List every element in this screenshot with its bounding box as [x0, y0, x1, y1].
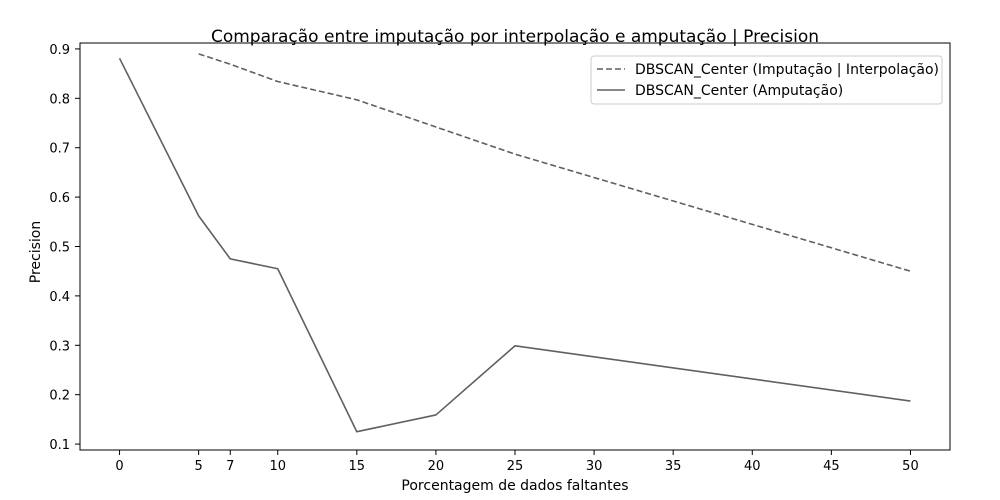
y-tick-label: 0.4 [49, 290, 70, 305]
x-tick-label: 25 [507, 459, 524, 474]
legend-label-interpolacao: DBSCAN_Center (Imputação | Interpolação) [635, 62, 939, 78]
x-tick-label: 10 [269, 459, 286, 474]
x-tick-label: 40 [744, 459, 761, 474]
y-tick-label: 0.6 [49, 191, 70, 206]
series-line-amputacao [118, 57, 911, 433]
plot-frame [79, 42, 951, 451]
y-axis: 0.1 0.2 0.3 0.4 0.5 0.6 0.7 0.8 0.9 [49, 43, 80, 453]
x-tick-label: 0 [115, 459, 123, 474]
x-tick-label: 35 [665, 459, 682, 474]
y-tick-label: 0.5 [49, 241, 70, 256]
x-tick-label: 45 [823, 459, 840, 474]
x-tick-label: 30 [586, 459, 603, 474]
legend: DBSCAN_Center (Imputação | Interpolação)… [590, 55, 943, 105]
x-tick-label: 20 [428, 459, 445, 474]
x-tick-label: 50 [902, 459, 919, 474]
series-line-interpolacao [198, 53, 911, 272]
y-tick-label: 0.1 [49, 438, 70, 453]
y-axis-label: Precision [28, 221, 44, 283]
legend-label-amputacao: DBSCAN_Center (Amputação) [635, 83, 843, 99]
y-tick-label: 0.7 [49, 142, 70, 157]
x-axis-label: Porcentagem de dados faltantes [401, 478, 628, 494]
legend-box [590, 55, 943, 105]
chart-title: Comparação entre imputação por interpola… [211, 27, 819, 47]
x-tick-label: 5 [194, 459, 202, 474]
x-axis: 0 5 7 10 15 20 25 30 35 40 45 50 [115, 450, 919, 474]
y-tick-label: 0.9 [49, 43, 70, 58]
x-tick-label: 15 [349, 459, 366, 474]
y-tick-label: 0.3 [49, 339, 70, 354]
x-tick-label: 7 [226, 459, 234, 474]
plot-area [118, 53, 911, 433]
y-tick-label: 0.8 [49, 92, 70, 107]
y-tick-label: 0.2 [49, 389, 70, 404]
